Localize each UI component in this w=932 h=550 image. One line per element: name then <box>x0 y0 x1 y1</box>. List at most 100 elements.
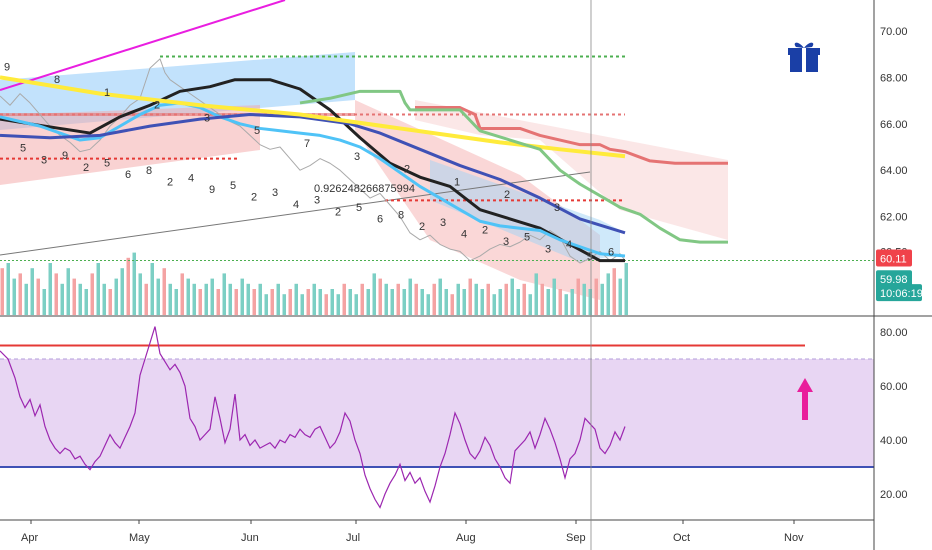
volume-bar <box>264 294 268 315</box>
volume-bar <box>390 289 394 315</box>
volume-bar <box>282 294 286 315</box>
volume-bar <box>258 283 262 315</box>
oscillator-band <box>0 359 874 467</box>
td-count-red: 6 <box>377 214 383 226</box>
magenta-trend-line <box>0 0 286 91</box>
td-count-red: 2 <box>419 221 425 233</box>
volume-bar <box>576 278 580 315</box>
volume-bar <box>72 278 76 315</box>
volume-bar <box>90 273 94 315</box>
volume-bar <box>276 283 280 315</box>
volume-bar <box>108 289 112 315</box>
volume-bar <box>408 278 412 315</box>
oscillator-tick-label: 60.00 <box>880 381 908 393</box>
td-count-red: 4 <box>188 172 194 184</box>
volume-bar <box>228 283 232 315</box>
volume-bar <box>612 268 616 315</box>
td-count-red: 9 <box>209 184 215 196</box>
td-count-green: 2 <box>504 189 510 201</box>
trend-line <box>0 171 591 256</box>
volume-bar <box>186 278 190 315</box>
volume-bar <box>438 278 442 315</box>
price-tick-label: 64.00 <box>880 165 908 177</box>
oscillator-line <box>0 326 626 509</box>
series-cloud-red <box>415 106 728 165</box>
x-tick-label: Apr <box>21 532 38 544</box>
td-count-green: 2 <box>404 164 410 176</box>
td-count-red: 3 <box>503 236 509 248</box>
price-tag-bg <box>876 284 922 302</box>
volume-bar <box>624 263 628 315</box>
volume-bar <box>480 289 484 315</box>
volume-bar <box>270 289 274 315</box>
volume-bar <box>234 289 238 315</box>
volume-bar <box>96 263 100 315</box>
volume-bar <box>312 283 316 315</box>
volume-bar <box>240 278 244 315</box>
volume-bar <box>162 268 166 315</box>
td-count-green: 5 <box>254 125 260 137</box>
oscillator-pane[interactable] <box>0 326 874 509</box>
volume-bar <box>126 257 130 315</box>
oscillator-tick-label: 40.00 <box>880 435 908 447</box>
volume-bar <box>474 283 478 315</box>
volume-bar <box>456 283 460 315</box>
volume-bar <box>570 289 574 315</box>
td-count-red: 2 <box>251 191 257 203</box>
volume-bar <box>594 278 598 315</box>
td-count-red: 2 <box>335 206 341 218</box>
td-count-green: 8 <box>54 74 60 86</box>
gift-icon[interactable] <box>788 42 820 72</box>
volume-bar <box>6 263 10 315</box>
td-count-green: 3 <box>204 112 210 124</box>
volume-bar <box>180 273 184 315</box>
volume-bar <box>12 278 16 315</box>
td-count-green: 3 <box>554 202 560 214</box>
volume-bar <box>294 283 298 315</box>
volume-bar <box>396 283 400 315</box>
volume-bar <box>372 273 376 315</box>
x-tick-label: Nov <box>784 532 804 544</box>
volume-bar <box>618 278 622 315</box>
volume-bar <box>492 294 496 315</box>
red-channel <box>0 105 260 185</box>
volume-bar <box>540 283 544 315</box>
volume-bar <box>402 289 406 315</box>
volume-bar <box>48 263 52 315</box>
volume-bar <box>24 283 28 315</box>
volume-bar <box>558 289 562 315</box>
price-tick-label: 62.00 <box>880 212 908 224</box>
price-pane[interactable]: 5 3 9 2 5 6 8 2 4 9 5 2 3 4 3 2 5 6 8 2 3 4 2 3 5 3 4 5 6 9 8 1 2 3 5 7 3 2 1 2… <box>0 0 874 315</box>
td-count-red: 4 <box>461 229 467 241</box>
series-ma-navy <box>0 113 626 235</box>
volume-bar <box>588 289 592 315</box>
volume-bar <box>84 289 88 315</box>
x-tick-label: Jul <box>346 532 360 544</box>
td-count-green: 3 <box>354 151 360 163</box>
blue-channel-2 <box>430 160 620 262</box>
volume-bar <box>138 273 142 315</box>
series-close <box>0 58 626 264</box>
volume-bar <box>426 294 430 315</box>
td-count-red: 8 <box>146 165 152 177</box>
td-count-red: 3 <box>440 217 446 229</box>
price-tick-label: 70.00 <box>880 26 908 38</box>
td-count-green: 9 <box>4 61 10 73</box>
price-tick-label: 68.00 <box>880 72 908 84</box>
volume-bar <box>516 289 520 315</box>
x-tick-label: May <box>129 532 150 544</box>
volume-bar <box>462 289 466 315</box>
price-tag-label: 59.98 <box>880 274 908 286</box>
volume-bar <box>150 263 154 315</box>
volume-bar <box>582 283 586 315</box>
volume-bar <box>378 278 382 315</box>
td-count-green: 1 <box>104 87 110 99</box>
volume-bar <box>498 289 502 315</box>
td-count-red: 2 <box>83 162 89 174</box>
td-count-red: 4 <box>293 199 299 211</box>
volume-bar <box>360 283 364 315</box>
price-tick-label: 66.00 <box>880 119 908 131</box>
volume-bar <box>54 273 58 315</box>
volume-bar <box>432 283 436 315</box>
